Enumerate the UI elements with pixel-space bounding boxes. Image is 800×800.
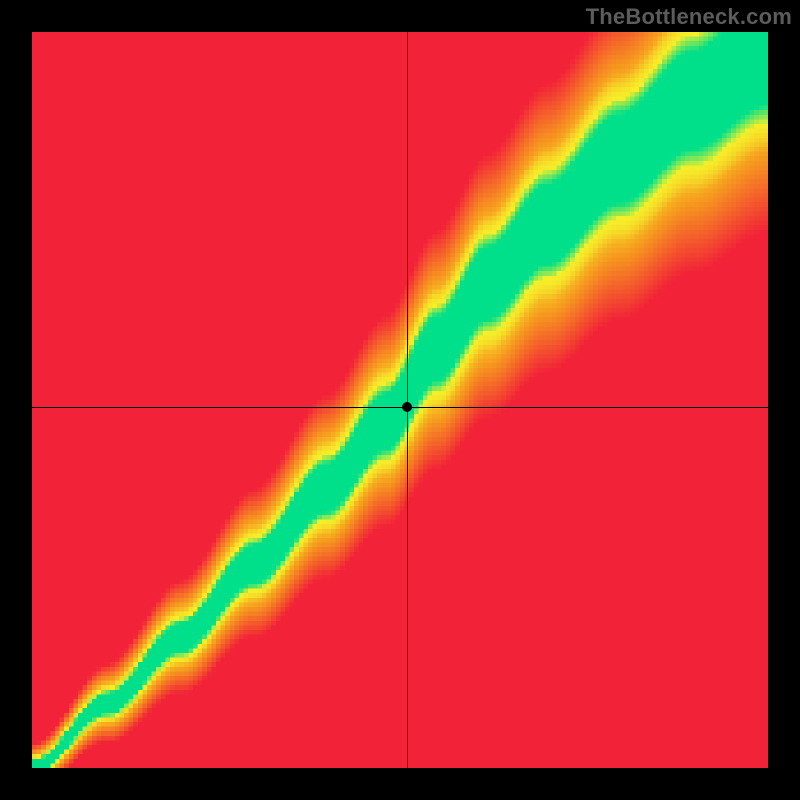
crosshair-vertical — [407, 32, 408, 768]
crosshair-horizontal — [32, 407, 768, 408]
chart-container: TheBottleneck.com — [0, 0, 800, 800]
watermark-text: TheBottleneck.com — [586, 4, 792, 30]
heatmap-canvas — [32, 32, 768, 768]
